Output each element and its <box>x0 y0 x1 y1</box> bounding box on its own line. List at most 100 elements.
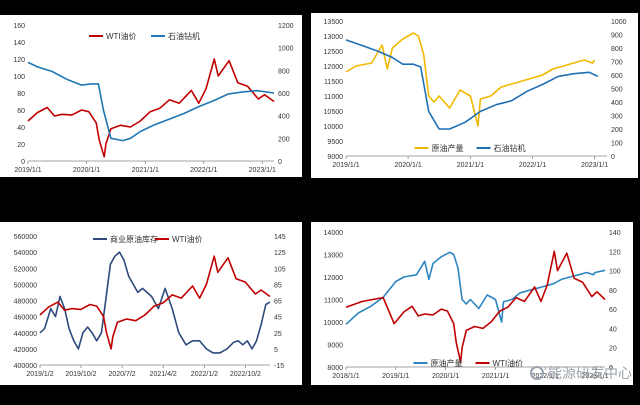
chart-panel-4: 8000 9000 10000 11000 12000 13000 14000 0 20 40 60… <box>311 222 633 385</box>
legend-label: 石油钻机 <box>168 31 200 41</box>
x-tick-label: 2021/1/1 <box>132 167 159 174</box>
y-right-tick-label: 600 <box>611 73 623 80</box>
y-right-tick-label: 45 <box>274 315 282 322</box>
y-right-tick-label: 1200 <box>278 23 294 30</box>
y-right-tick-label: 800 <box>278 68 290 75</box>
y-right-tick-label: 80 <box>609 288 617 295</box>
y-left-tick-label: 80 <box>17 91 25 98</box>
y-right-tick-label: 60 <box>609 307 617 314</box>
y-right-tick-label: 0 <box>611 154 615 161</box>
y-right-tick-label: 105 <box>274 266 286 273</box>
y-left-tick-label: 14000 <box>324 230 344 237</box>
y-left-tick-label: 460000 <box>14 315 37 322</box>
y-right-tick-label: 145 <box>274 234 286 241</box>
y-right-tick-label: 40 <box>609 326 617 333</box>
watermark-text: 能源研发中心 <box>548 365 632 381</box>
y-left-tick-label: 540000 <box>14 250 37 257</box>
x-tick-label: 2019/1/1 <box>382 373 409 380</box>
y-left-tick-label: 11500 <box>324 79 343 86</box>
x-tick-label: 2019/1/2 <box>26 371 53 378</box>
y-left-tick-label: 160 <box>13 23 25 30</box>
y-left-tick-label: 120 <box>13 57 25 64</box>
x-tick-label: 2023/1/1 <box>581 162 608 169</box>
y-left-tick-label: 0 <box>21 159 25 166</box>
chart-panel-1: 0 20 40 60 80 100 120 140 160 0 200 400 600 800 1000 12… <box>0 15 302 177</box>
x-tick-label: 2022/1/1 <box>519 162 546 169</box>
y-right-tick-label: 140 <box>609 230 621 237</box>
chart-svg-2: 9000950010000105001100011500120001250013… <box>324 19 627 169</box>
y-left-tick-label: 520000 <box>14 266 37 273</box>
y-left-tick-label: 12000 <box>324 64 344 71</box>
series-line-1 <box>39 251 271 354</box>
x-tick-label: 2021/4/2 <box>150 371 177 378</box>
y-right-tick-label: 65 <box>274 299 282 306</box>
x-tick-label: 2020/1/1 <box>394 162 421 169</box>
x-tick-label: 2020/1/1 <box>432 373 459 380</box>
y-left-tick-label: 10000 <box>324 124 344 131</box>
y-left-tick-label: 140 <box>13 40 25 47</box>
legend-label: 石油钻机 <box>494 143 526 153</box>
chart-panel-3: 400000 420000 440000 460000 480000 500000 5200… <box>0 222 302 385</box>
x-tick-label: 2022/1/1 <box>190 167 217 174</box>
y-right-tick-label: 700 <box>611 60 623 67</box>
series-line-1 <box>27 58 275 158</box>
x-tick-label: 2019/1/1 <box>14 167 41 174</box>
chart-svg-3: 400000 420000 440000 460000 480000 500000 5200… <box>14 234 286 378</box>
y-left-tick-label: 420000 <box>14 347 37 354</box>
y-left-tick-label: 10500 <box>324 109 344 116</box>
legend-label: WTI油价 <box>106 31 137 41</box>
x-tick-label: 2023/1/1 <box>581 373 608 380</box>
y-left-tick-label: 20 <box>17 142 25 149</box>
y-left-tick-label: 100 <box>13 74 25 81</box>
y-right-tick-label: 500 <box>611 87 623 94</box>
series-line-2 <box>345 250 606 363</box>
y-left-tick-label: 9000 <box>327 343 343 350</box>
chart-svg-1: 0 20 40 60 80 100 120 140 160 0 200 400 600 800 1000 12… <box>13 23 294 174</box>
y-left-tick-label: 400000 <box>14 363 37 370</box>
x-tick-label: 2020/7/2 <box>108 371 135 378</box>
legend-label: WTI油价 <box>493 358 524 368</box>
x-tick-label: 2018/1/1 <box>332 373 359 380</box>
x-tick-label: 2020/1/1 <box>73 167 100 174</box>
y-right-tick-label: 125 <box>274 250 286 257</box>
wechat-logo-icon <box>530 366 544 380</box>
y-left-tick-label: 11000 <box>324 298 343 305</box>
y-right-tick-label: 400 <box>611 100 623 107</box>
x-tick-label: 2023/1/1 <box>249 167 276 174</box>
chart-svg-4: 8000 9000 10000 11000 12000 13000 14000 0 20 40 60… <box>324 230 621 380</box>
chart-panel-2: 9000 9500 10000 10500 11000 11500 12000 12500 13… <box>311 13 638 178</box>
legend-label: WTI油价 <box>172 234 203 244</box>
legend-label: 原油产量 <box>432 143 464 153</box>
y-left-tick-label: 60 <box>17 108 25 115</box>
y-left-tick-label: 9000 <box>327 154 343 161</box>
y-right-tick-label: 1000 <box>278 46 294 53</box>
series-line-2 <box>345 39 599 130</box>
y-left-tick-label: 13000 <box>324 34 344 41</box>
x-tick-label: 2022/1/2 <box>191 371 218 378</box>
y-right-tick-label: -15 <box>274 363 284 370</box>
y-left-tick-label: 13000 <box>324 253 344 260</box>
y-left-tick-label: 500000 <box>14 282 37 289</box>
x-tick-label: 2019/1/1 <box>332 162 359 169</box>
y-left-tick-label: 11000 <box>324 94 343 101</box>
y-right-tick-label: 100 <box>609 269 621 276</box>
watermark: 能源研发中心 <box>530 363 632 383</box>
y-left-tick-label: 12000 <box>324 275 344 282</box>
y-right-tick-label: 5 <box>274 347 278 354</box>
x-tick-label: 2021/1/1 <box>457 162 484 169</box>
y-right-tick-label: 600 <box>278 91 290 98</box>
y-right-tick-label: 200 <box>278 136 290 143</box>
y-right-tick-label: 120 <box>609 249 621 256</box>
y-right-tick-label: 800 <box>611 46 623 53</box>
x-tick-label: 2022/10/2 <box>230 371 261 378</box>
y-right-tick-label: 25 <box>274 331 282 338</box>
series-line-2 <box>39 255 271 350</box>
x-tick-label: 2021/1/1 <box>482 373 509 380</box>
y-right-tick-label: 85 <box>274 282 282 289</box>
x-tick-label: 2019/10/2 <box>65 371 96 378</box>
y-left-tick-label: 560000 <box>14 234 37 241</box>
y-left-tick-label: 10000 <box>324 320 344 327</box>
y-left-tick-label: 8000 <box>327 365 343 372</box>
series-line-2 <box>27 61 275 142</box>
series-line-1 <box>345 32 596 127</box>
